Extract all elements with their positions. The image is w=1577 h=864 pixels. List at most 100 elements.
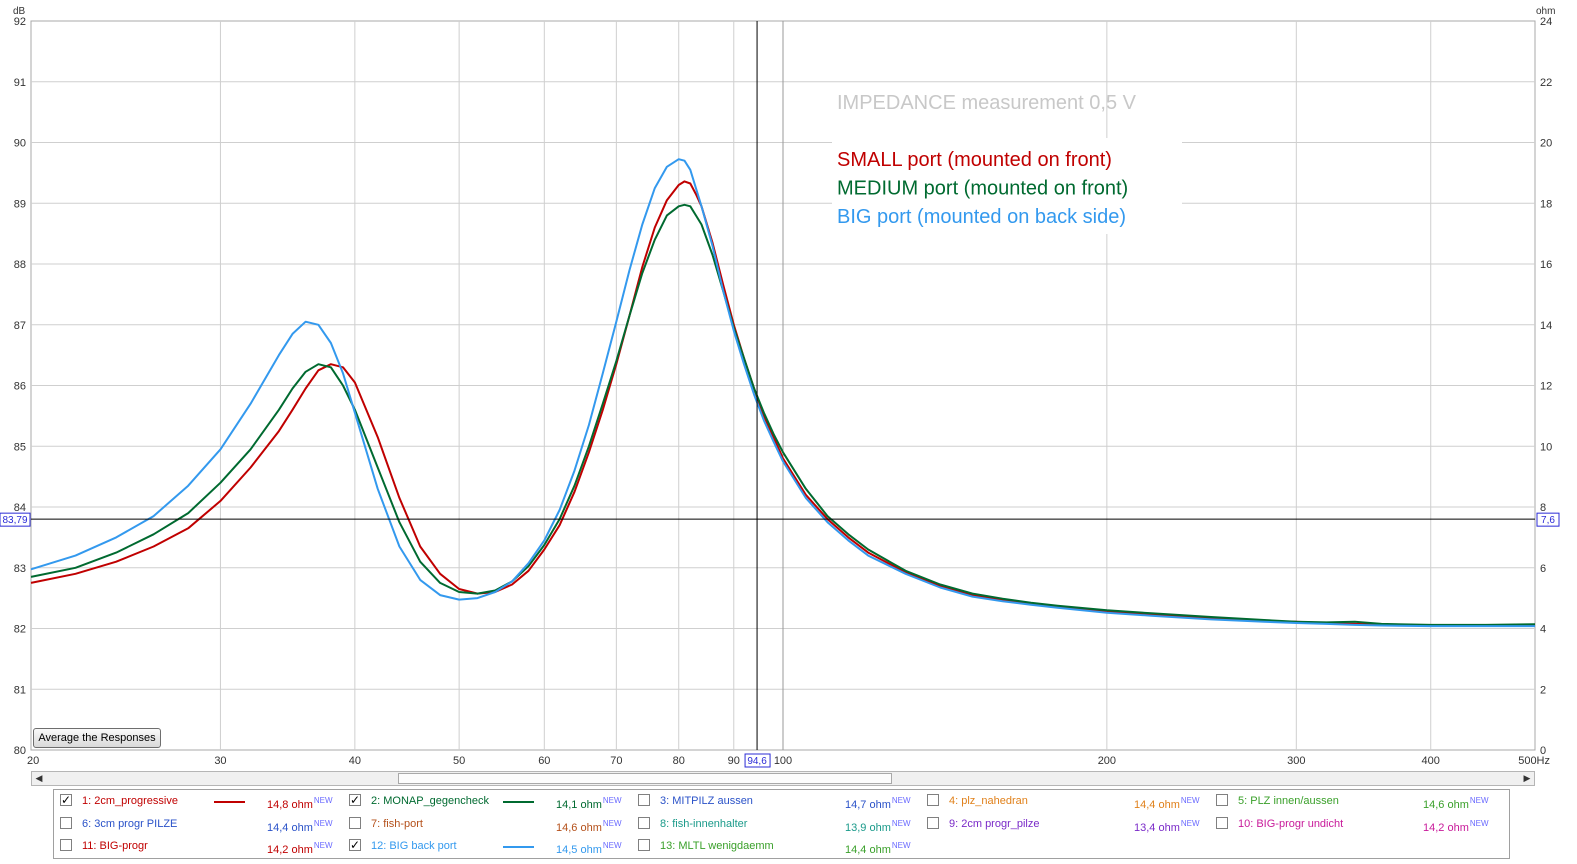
cursor-x-readout-box xyxy=(744,753,771,768)
legend-entry-name: 6: 3cm progr PILZE xyxy=(82,818,178,830)
legend-checkbox[interactable] xyxy=(1216,794,1228,806)
legend-checkbox[interactable] xyxy=(927,817,939,829)
new-badge: NEW xyxy=(602,796,622,805)
legend-checkbox[interactable]: ✓ xyxy=(60,793,72,807)
legend-value-text: 14,5 ohm xyxy=(556,844,602,856)
legend-entry[interactable]: 7: fish-port 14,6 ohmNEW xyxy=(349,814,634,834)
legend-entry[interactable]: ✓ 2: MONAP_gegencheck 14,1 ohmNEW xyxy=(349,791,634,811)
y-right-tick-label: 24 xyxy=(1540,16,1552,28)
impedance-chart[interactable]: 94,6 83,79 7,6 80 0 81 2 82 4 83 6 84 8 85 10 86 12 87 14… xyxy=(0,0,1577,772)
x-tick-label: 70 xyxy=(610,755,622,767)
legend-value-text: 14,4 ohm xyxy=(1134,799,1180,811)
legend-value-text: 14,4 ohm xyxy=(845,844,891,856)
y-right-tick-label: 12 xyxy=(1540,381,1552,393)
x-tick-label: 40 xyxy=(349,755,361,767)
legend-entry-name: 5: PLZ innen/aussen xyxy=(1238,795,1339,807)
legend-entry[interactable]: 8: fish-innenhalter 13,9 ohmNEW xyxy=(638,814,923,834)
horizontal-scrollbar[interactable]: ◀ ▶ xyxy=(31,771,1535,786)
legend-checkbox[interactable] xyxy=(927,794,939,806)
legend-checkbox[interactable]: ✓ xyxy=(349,838,361,852)
legend-value-text: 14,4 ohm xyxy=(267,822,313,834)
legend-value-text: 14,2 ohm xyxy=(267,844,313,856)
x-tick-label: 90 xyxy=(728,755,740,767)
legend-entry-name: 11: BIG-progr xyxy=(82,840,148,852)
new-badge: NEW xyxy=(891,841,911,850)
new-badge: NEW xyxy=(313,841,333,850)
legend-entry-name: 10: BIG-progr undicht xyxy=(1238,818,1344,830)
legend-checkbox[interactable] xyxy=(349,817,361,829)
x-tick-label: 400 xyxy=(1422,755,1440,767)
y-right-tick-label: 8 xyxy=(1540,502,1546,514)
legend-entry[interactable]: 9: 2cm progr_pilze 13,4 ohmNEW xyxy=(927,814,1212,834)
new-badge: NEW xyxy=(602,841,622,850)
legend-entry-name: 3: MITPILZ aussen xyxy=(660,795,753,807)
legend-entry[interactable]: 4: plz_nahedran 14,4 ohmNEW xyxy=(927,791,1212,811)
legend-entry[interactable]: 3: MITPILZ aussen 14,7 ohmNEW xyxy=(638,791,923,811)
scroll-right-arrow-icon[interactable]: ▶ xyxy=(1523,773,1531,783)
y-left-tick-label: 84 xyxy=(14,502,26,514)
legend-entry-name: 13: MLTL wenigdaemm xyxy=(660,840,774,852)
legend-checkbox[interactable] xyxy=(60,817,72,829)
x-tick-label: 30 xyxy=(214,755,226,767)
legend-checkbox[interactable] xyxy=(638,817,650,829)
scrollbar-thumb[interactable] xyxy=(398,773,892,784)
y-right-tick-label: 22 xyxy=(1540,77,1552,89)
scroll-left-arrow-icon[interactable]: ◀ xyxy=(35,773,43,783)
new-badge: NEW xyxy=(891,819,911,828)
legend-value-text: 14,8 ohm xyxy=(267,799,313,811)
legend-entry[interactable]: 10: BIG-progr undicht 14,2 ohmNEW xyxy=(1216,814,1501,834)
legend-value-text: 14,6 ohm xyxy=(556,822,602,834)
legend-checkbox[interactable] xyxy=(638,794,650,806)
y-left-tick-label: 91 xyxy=(14,77,26,89)
legend-entry-value: 14,1 ohmNEW xyxy=(556,791,622,815)
y-right-tick-label: 14 xyxy=(1540,320,1552,332)
y-right-tick-label: 4 xyxy=(1540,624,1546,636)
cursor-x-readout: 94,6 xyxy=(747,756,767,767)
new-badge: NEW xyxy=(1180,796,1200,805)
legend-entry[interactable]: 5: PLZ innen/aussen 14,6 ohmNEW xyxy=(1216,791,1501,811)
legend-checkbox[interactable] xyxy=(638,839,650,851)
y-right-tick-label: 0 xyxy=(1540,745,1546,757)
legend-value-text: 14,2 ohm xyxy=(1423,822,1469,834)
series-line xyxy=(30,203,1536,626)
legend-entry-value: 14,2 ohmNEW xyxy=(267,836,333,860)
y-left-tick-label: 80 xyxy=(14,745,26,757)
y-left-tick-label: 90 xyxy=(14,138,26,150)
new-badge: NEW xyxy=(1469,819,1489,828)
legend-entry-value: 14,4 ohmNEW xyxy=(1134,791,1200,815)
new-badge: NEW xyxy=(602,819,622,828)
cursor-y-left-readout: 83,79 xyxy=(2,515,27,526)
y-left-tick-label: 83 xyxy=(14,563,26,575)
new-badge: NEW xyxy=(313,796,333,805)
legend-entry-value: 13,4 ohmNEW xyxy=(1134,814,1200,838)
y-left-tick-label: 85 xyxy=(14,441,26,453)
x-tick-label: 80 xyxy=(673,755,685,767)
new-badge: NEW xyxy=(891,796,911,805)
new-badge: NEW xyxy=(313,819,333,828)
legend-entry[interactable]: 13: MLTL wenigdaemm 14,4 ohmNEW xyxy=(638,836,923,856)
legend-entry[interactable]: ✓ 1: 2cm_progressive 14,8 ohmNEW xyxy=(60,791,345,811)
x-tick-label: 20 xyxy=(27,755,39,767)
legend-entry[interactable]: 11: BIG-progr 14,2 ohmNEW xyxy=(60,836,345,856)
legend-entry-value: 14,6 ohmNEW xyxy=(556,814,622,838)
legend-checkbox[interactable]: ✓ xyxy=(349,793,361,807)
annotation-line: BIG port (mounted on back side) xyxy=(837,206,1126,228)
legend-entry[interactable]: ✓ 12: BIG back port 14,5 ohmNEW xyxy=(349,836,634,856)
y-right-tick-label: 2 xyxy=(1540,684,1546,696)
legend-entry-value: 14,4 ohmNEW xyxy=(267,814,333,838)
y-left-tick-label: 82 xyxy=(14,624,26,636)
x-tick-label: 500Hz xyxy=(1518,755,1550,767)
legend-checkbox[interactable] xyxy=(1216,817,1228,829)
legend-entry[interactable]: 6: 3cm progr PILZE 14,4 ohmNEW xyxy=(60,814,345,834)
cursor-y-right-readout: 7,6 xyxy=(1541,515,1555,526)
legend-checkbox[interactable] xyxy=(60,839,72,851)
legend-entry-value: 14,6 ohmNEW xyxy=(1423,791,1489,815)
average-responses-button[interactable]: Average the Responses xyxy=(33,728,161,748)
legend-entry-value: 14,8 ohmNEW xyxy=(267,791,333,815)
y-right-unit-label: ohm xyxy=(1536,6,1555,17)
legend-entry-name: 9: 2cm progr_pilze xyxy=(949,818,1040,830)
x-tick-label: 100 xyxy=(774,755,792,767)
legend-line-swatch xyxy=(503,801,534,803)
y-left-unit-label: dB xyxy=(13,6,26,17)
y-left-tick-label: 87 xyxy=(14,320,26,332)
